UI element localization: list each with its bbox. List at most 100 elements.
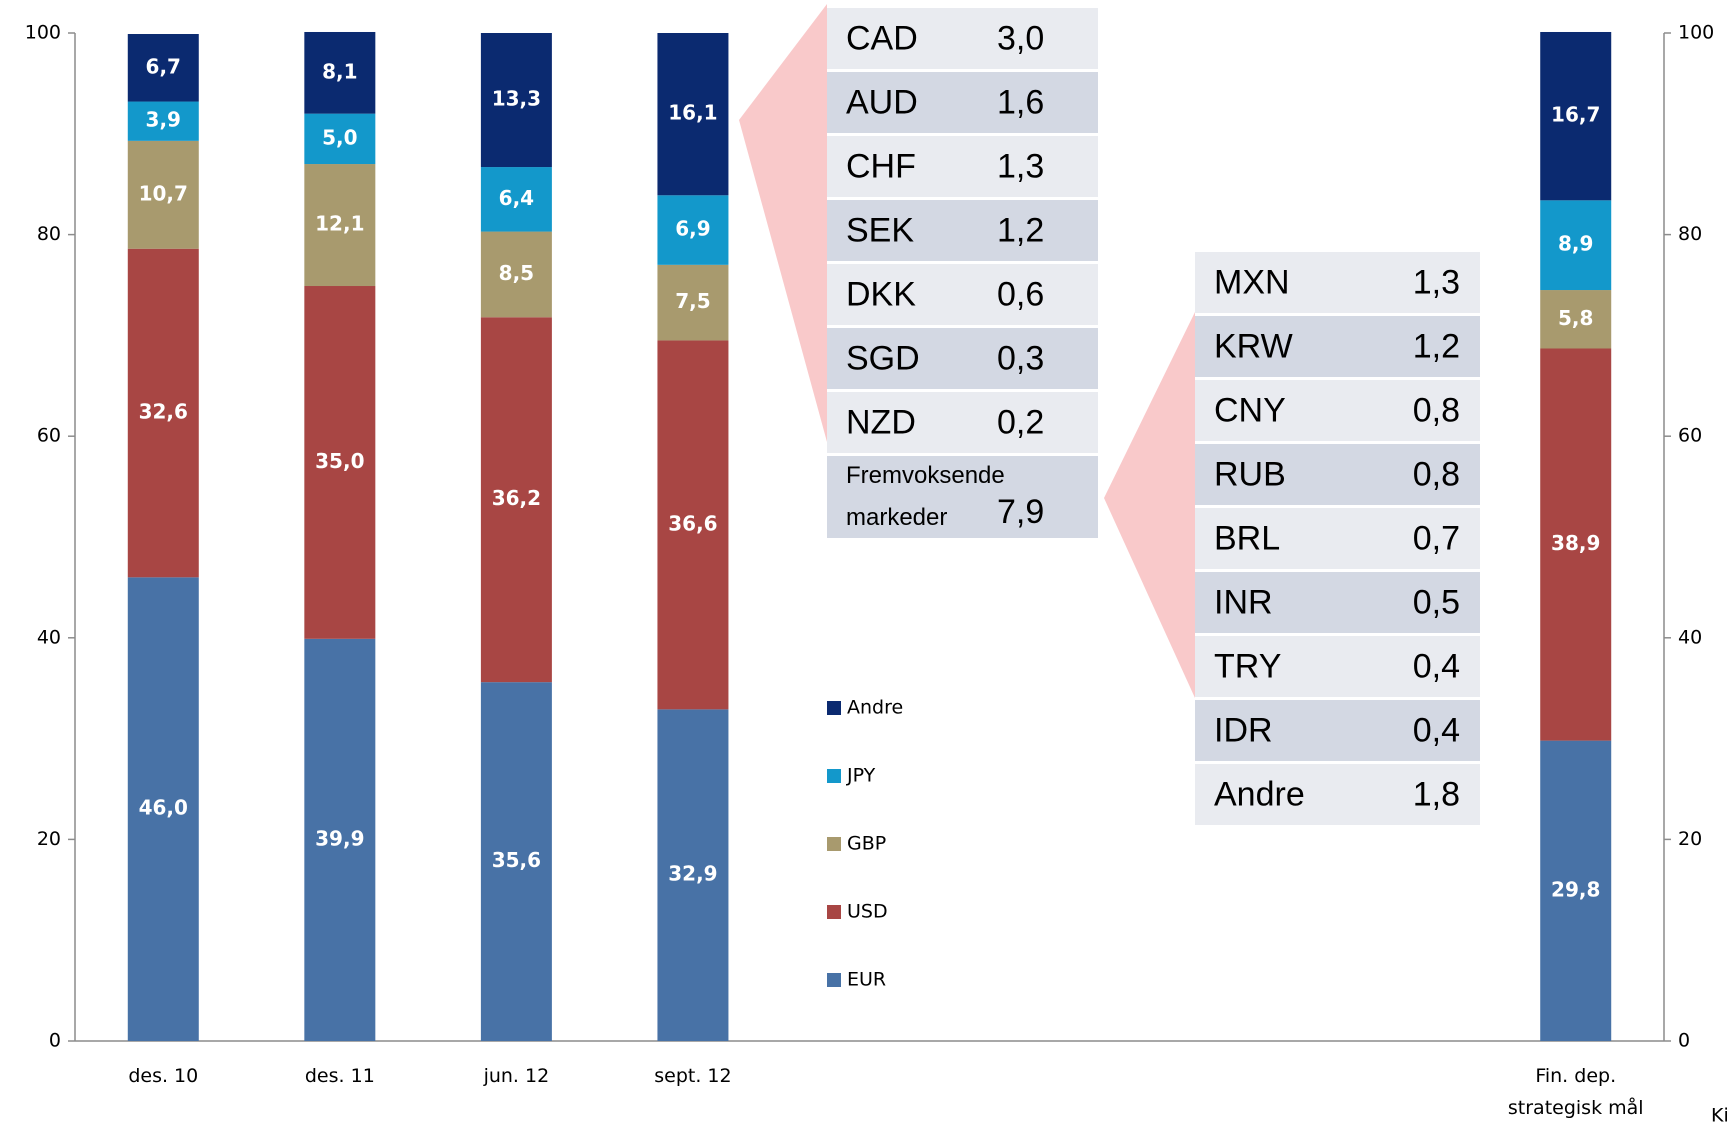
currency: CHF	[846, 147, 916, 185]
bar-segment	[127, 140, 199, 249]
bar-segment	[304, 31, 376, 114]
currency: SGD	[846, 339, 920, 377]
bar-segment	[127, 34, 199, 102]
table-row: IDR 0,4	[1195, 700, 1480, 764]
x-tick-line: Fin. dep.	[1535, 1065, 1616, 1087]
share: 7,9	[997, 493, 1045, 531]
value-label: 10,7	[139, 181, 188, 205]
x-tick-line: jun. 12	[483, 1065, 550, 1087]
share: 3,0	[997, 19, 1045, 57]
x-tick-label: Fin. dep. strategisk mål	[1508, 1065, 1644, 1119]
share: 0,8	[1412, 391, 1460, 429]
share: 0,6	[997, 275, 1045, 313]
bar-segment	[304, 164, 376, 287]
currency: Andre	[1214, 775, 1305, 813]
table-row: SEK 1,2	[827, 200, 1098, 264]
bar-segment	[657, 195, 729, 265]
value-label: 5,0	[322, 125, 357, 149]
value-label: 7,5	[675, 289, 710, 313]
x-tick-label: jun. 12	[483, 1065, 550, 1087]
bar-segment	[480, 682, 552, 1041]
bar-segment	[1540, 200, 1612, 291]
value-label: 16,7	[1551, 103, 1600, 127]
table-row: AUD 1,6	[827, 72, 1098, 136]
currency: RUB	[1214, 455, 1286, 493]
currency: Fremvoksende markeder	[846, 462, 1005, 531]
x-tick-line: des. 10	[128, 1065, 198, 1087]
bar-segment	[127, 248, 199, 578]
share: 1,2	[1412, 327, 1460, 365]
currency: SEK	[846, 211, 915, 249]
y2-tick-label: 60	[1678, 425, 1702, 447]
legend-label: USD	[847, 901, 888, 923]
share: 1,3	[1412, 263, 1460, 301]
value-label: 36,6	[668, 511, 717, 535]
value-label: 5,8	[1558, 306, 1593, 330]
value-label: 35,6	[492, 848, 541, 872]
x-tick-label: des. 11	[305, 1065, 375, 1087]
value-label: 8,9	[1558, 232, 1593, 256]
value-label: 29,8	[1551, 877, 1600, 901]
y2-tick-label: 20	[1678, 828, 1702, 850]
currency: CNY	[1214, 391, 1286, 429]
table-row: SGD 0,3	[827, 328, 1098, 392]
legend-label: JPY	[846, 765, 876, 787]
table-row: CAD 3,0	[827, 8, 1098, 72]
bar-segment	[480, 231, 552, 318]
bar-segment	[304, 638, 376, 1041]
table-row: RUB 0,8	[1195, 444, 1480, 508]
currency: TRY	[1214, 647, 1282, 685]
y-tick-label: 40	[37, 626, 61, 648]
x-tick-line: des. 11	[305, 1065, 375, 1087]
value-label: 13,3	[492, 87, 541, 111]
share: 1,3	[997, 147, 1045, 185]
currency: CAD	[846, 19, 918, 57]
table-row: KRW 1,2	[1195, 316, 1480, 380]
share: 0,8	[1412, 455, 1460, 493]
share: 0,4	[1412, 711, 1460, 749]
table-row: CNY 0,8	[1195, 380, 1480, 444]
table-row: Fremvoksende markeder 7,9	[827, 456, 1098, 541]
table-row: TRY 0,4	[1195, 636, 1480, 700]
table-row: DKK 0,6	[827, 264, 1098, 328]
share: 1,8	[1412, 775, 1460, 813]
table-row: INR 0,5	[1195, 572, 1480, 636]
bar-segment	[480, 167, 552, 232]
table-row: Andre 1,8	[1195, 764, 1480, 828]
value-label: 36,2	[492, 486, 541, 510]
bar-segment	[657, 33, 729, 196]
bar-segment	[480, 317, 552, 683]
bar-segment	[657, 264, 729, 341]
value-label: 12,1	[315, 212, 364, 236]
table-row: BRL 0,7	[1195, 508, 1480, 572]
bar-segment	[127, 101, 199, 141]
connector	[1104, 312, 1195, 698]
share: 1,6	[997, 83, 1045, 121]
value-label: 16,1	[668, 101, 717, 125]
currency: NZD	[846, 403, 916, 441]
legend-swatch	[827, 837, 841, 851]
share: 0,4	[1412, 647, 1460, 685]
value-label: 32,9	[668, 862, 717, 886]
currency: MXN	[1214, 263, 1290, 301]
bar-segment	[480, 33, 552, 168]
y-tick-label: 60	[37, 425, 61, 447]
legend-swatch	[827, 973, 841, 987]
currency: INR	[1214, 583, 1273, 621]
value-label: 8,5	[499, 261, 534, 285]
y2-tick-label: 100	[1678, 22, 1714, 44]
share: 0,7	[1412, 519, 1460, 557]
bar-segment	[304, 286, 376, 639]
currency: AUD	[846, 83, 918, 121]
table: MXN 1,3 KRW 1,2 CNY 0,8 RUB 0,8 BRL 0,7 INR 0,5 TRY 0…	[1195, 252, 1480, 828]
x-tick-label: des. 10	[128, 1065, 198, 1087]
y-tick-label: 0	[49, 1030, 61, 1052]
bar-segment	[657, 709, 729, 1041]
value-label: 32,6	[139, 400, 188, 424]
value-label: 6,9	[675, 217, 710, 241]
bar-segment	[657, 340, 729, 710]
value-label: 39,9	[315, 826, 364, 850]
currency: KRW	[1214, 327, 1293, 365]
